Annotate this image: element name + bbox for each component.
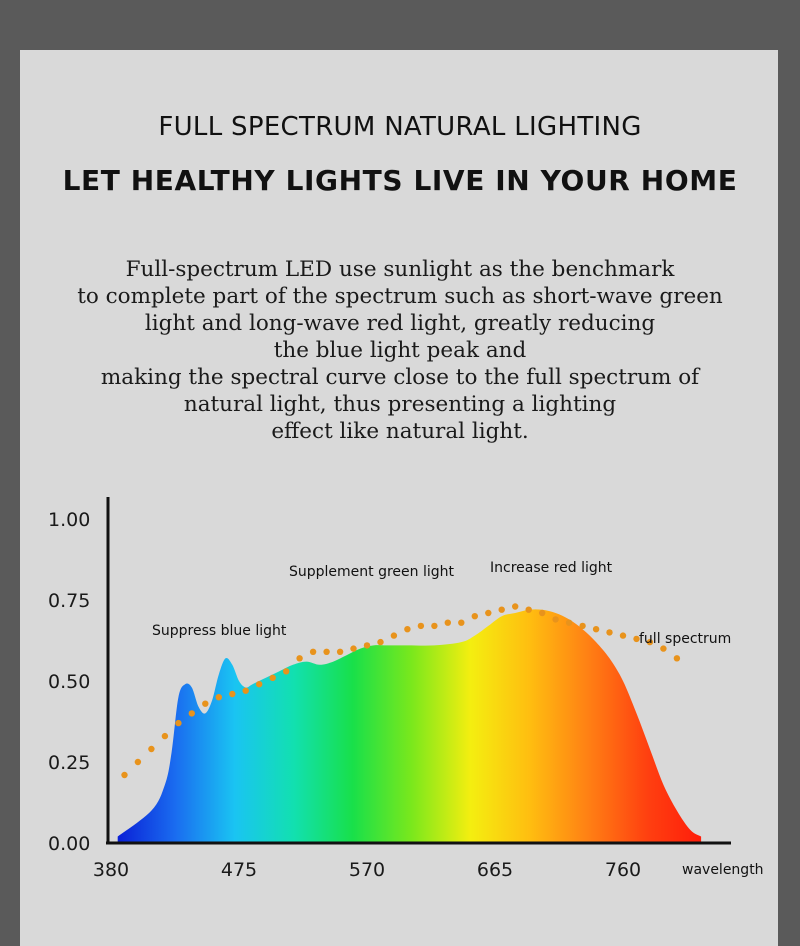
full-spectrum-dot <box>619 632 627 639</box>
full-spectrum-dot <box>134 758 142 766</box>
full-spectrum-dot <box>606 629 613 636</box>
full-spectrum-dot <box>269 674 276 681</box>
full-spectrum-dot <box>592 626 600 633</box>
full-spectrum-dot <box>512 603 519 610</box>
description: Full-spectrum LED use sunlight as the be… <box>0 256 800 445</box>
x-tick-label: 570 <box>349 859 385 881</box>
full-spectrum-dot <box>161 732 169 740</box>
description-line: the blue light peak and <box>273 338 527 363</box>
full-spectrum-dot <box>148 745 155 753</box>
full-spectrum-dot <box>283 668 290 675</box>
full-spectrum-dot <box>350 645 357 652</box>
y-tick-label: 0.00 <box>48 833 90 855</box>
full-spectrum-dot <box>242 687 249 694</box>
full-spectrum-dot <box>458 619 465 626</box>
full-spectrum-dot <box>390 632 398 639</box>
annotation-suppress-blue: Suppress blue light <box>152 623 287 639</box>
description-line: making the spectral curve close to the f… <box>100 365 700 390</box>
full-spectrum-dot <box>296 655 303 662</box>
full-spectrum-dot <box>660 645 667 652</box>
full-spectrum-dot <box>229 690 236 698</box>
page-subheading: LET HEALTHY LIGHTS LIVE IN YOUR HOME <box>62 164 738 197</box>
full-spectrum-dot <box>633 635 640 643</box>
full-spectrum-dot <box>673 655 681 662</box>
y-tick-label: 0.50 <box>48 671 90 693</box>
y-tick-label: 1.00 <box>48 509 90 531</box>
full-spectrum-dot <box>579 622 586 630</box>
spectrum-area <box>117 609 702 843</box>
full-spectrum-dot <box>377 638 384 646</box>
full-spectrum-dot <box>498 606 505 613</box>
annotation-full-spectrum: full spectrum <box>639 631 731 647</box>
y-tick-label: 0.25 <box>48 752 90 774</box>
full-spectrum-dot <box>363 642 371 649</box>
full-spectrum-dot <box>215 694 222 701</box>
description-line: to complete part of the spectrum such as… <box>77 284 723 309</box>
full-spectrum-dot <box>404 626 411 633</box>
full-spectrum-dotted-line <box>121 603 681 779</box>
full-spectrum-dot <box>431 622 438 630</box>
description-line: effect like natural light. <box>271 419 529 444</box>
description-line: natural light, thus presenting a lightin… <box>183 392 617 417</box>
full-spectrum-dot <box>256 681 263 688</box>
full-spectrum-dot <box>175 719 182 727</box>
full-spectrum-dot <box>471 613 478 620</box>
y-tick-label: 0.75 <box>48 590 90 612</box>
full-spectrum-dot <box>309 648 317 655</box>
full-spectrum-dot <box>646 638 654 646</box>
full-spectrum-dot <box>565 619 573 626</box>
full-spectrum-dot <box>444 619 451 626</box>
x-tick-label: 665 <box>477 859 513 881</box>
x-tick-label: 475 <box>221 859 257 881</box>
x-tick-label: 380 <box>93 859 129 881</box>
full-spectrum-dot <box>121 771 128 779</box>
annotation-supplement-green: Supplement green light <box>289 564 455 580</box>
full-spectrum-dot <box>539 609 546 617</box>
full-spectrum-dot <box>552 616 559 623</box>
full-spectrum-dot <box>525 606 532 613</box>
full-spectrum-dot <box>188 710 195 717</box>
full-spectrum-dot <box>417 622 425 630</box>
full-spectrum-dot <box>336 648 344 655</box>
full-spectrum-dot <box>323 648 330 655</box>
page-heading: FULL SPECTRUM NATURAL LIGHTING <box>158 112 642 142</box>
full-spectrum-dot <box>485 609 492 617</box>
annotation-increase-red: Increase red light <box>490 560 613 576</box>
description-line: Full-spectrum LED use sunlight as the be… <box>125 257 675 282</box>
description-line: light and long-wave red light, greatly r… <box>144 311 656 336</box>
full-spectrum-dot <box>202 700 209 707</box>
x-axis-label: wavelength <box>682 862 764 878</box>
x-tick-label: 760 <box>605 859 641 881</box>
